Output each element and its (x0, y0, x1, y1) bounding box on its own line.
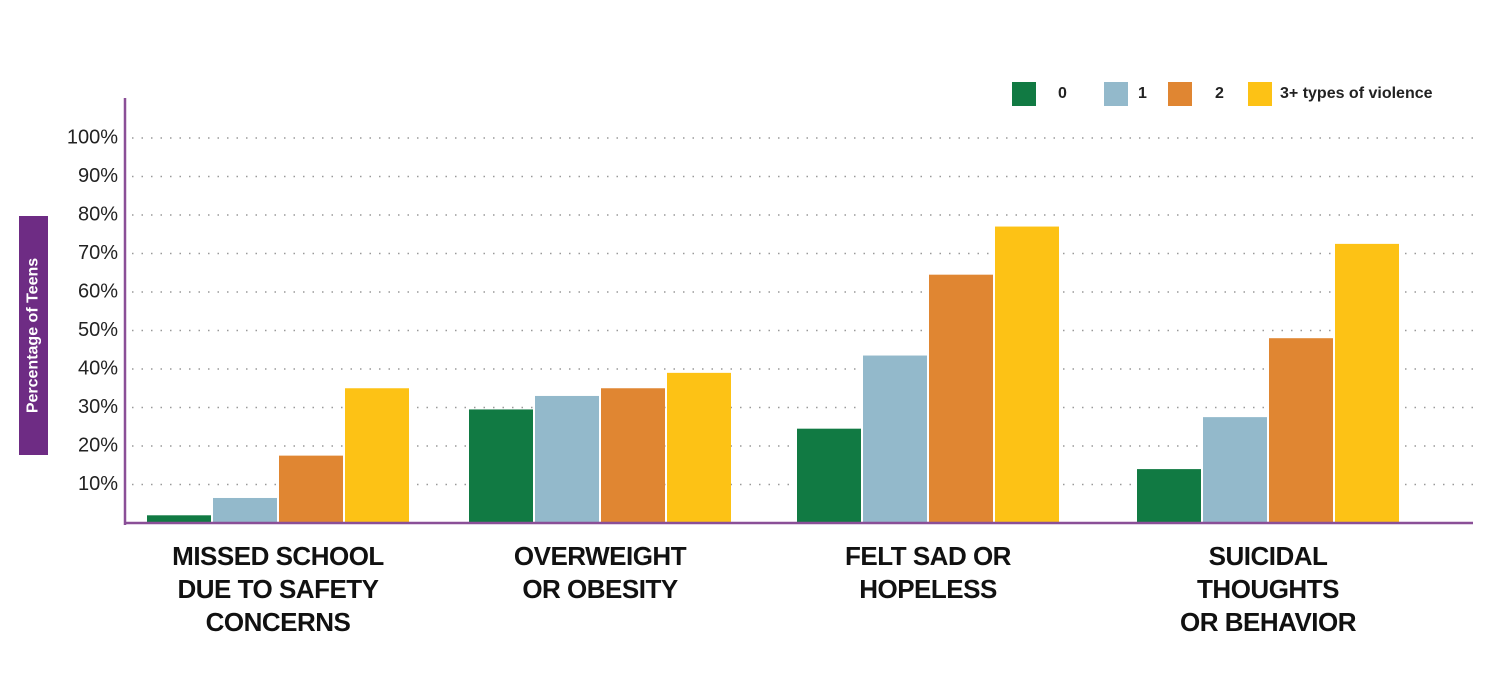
y-tick-label: 80% (78, 203, 118, 225)
y-tick-label: 70% (78, 242, 118, 264)
bar (1335, 243, 1399, 523)
y-tick-label: 40% (78, 357, 118, 379)
legend-label: 2 (1215, 85, 1224, 102)
bar (469, 409, 533, 523)
bar (863, 355, 927, 523)
y-axis-label: Percentage of Teens (25, 258, 42, 413)
bar (1137, 469, 1201, 523)
bar (1269, 338, 1333, 523)
bar (667, 372, 731, 523)
y-tick-label: 30% (78, 396, 118, 418)
x-tick-label: FELT SAD OR HOPELESS (845, 541, 1011, 604)
bar (797, 428, 861, 523)
y-tick-label: 10% (78, 473, 118, 495)
legend-label: 3+ types of violence (1280, 85, 1433, 102)
y-tick-label: 20% (78, 434, 118, 456)
legend-swatch (1012, 82, 1036, 106)
y-tick-label: 90% (78, 165, 118, 187)
y-label-box (19, 216, 48, 455)
bar (601, 388, 665, 523)
bar (995, 226, 1059, 524)
x-tick-label: MISSED SCHOOL DUE TO SAFETY CONCERNS (172, 541, 384, 637)
y-tick-label: 100% (67, 126, 118, 148)
legend-swatch (1248, 82, 1272, 106)
bar (345, 388, 409, 523)
x-tick-label: SUICIDAL THOUGHTS OR BEHAVIOR (1179, 541, 1357, 637)
y-tick-label: 60% (78, 280, 118, 302)
legend-swatch (1104, 82, 1128, 106)
legend-label: 0 (1058, 85, 1067, 102)
bar (929, 274, 993, 523)
legend-swatch (1168, 82, 1192, 106)
x-tick-label: OVERWEIGHT OR OBESITY (513, 541, 687, 604)
y-tick-label: 50% (78, 319, 118, 341)
bar (1203, 417, 1267, 523)
bar (535, 395, 599, 523)
bar (147, 515, 211, 523)
bar (279, 455, 343, 523)
legend-label: 1 (1138, 85, 1147, 102)
bar (213, 497, 277, 523)
